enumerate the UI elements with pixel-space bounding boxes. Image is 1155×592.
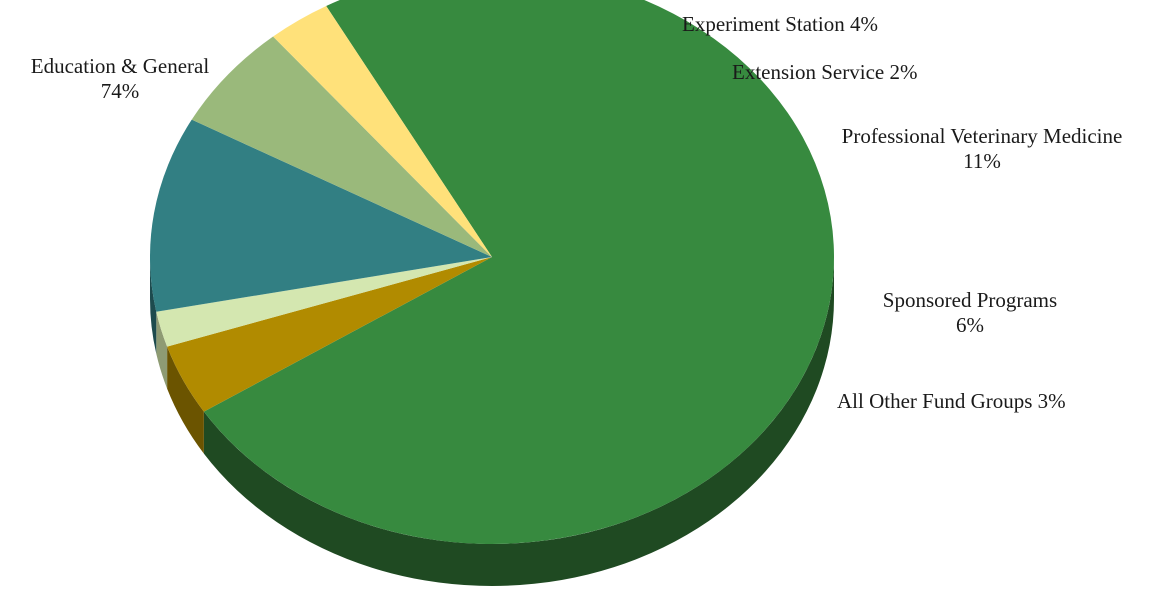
pie-labels: Education & General 74% Experiment Station… xyxy=(31,12,1123,413)
slice-label-line: 11% xyxy=(963,149,1001,173)
slice-label-line: 6% xyxy=(956,313,984,337)
pie-slice xyxy=(273,5,492,257)
pie-slice xyxy=(156,257,492,347)
pie-slice-side xyxy=(150,257,157,354)
slice-label: Sponsored Programs 6% xyxy=(883,288,1057,337)
slice-label-line: Sponsored Programs xyxy=(883,288,1057,312)
slice-label-line: Extension Service 2% xyxy=(732,60,917,84)
pie-slice xyxy=(191,36,492,258)
slice-label: All Other Fund Groups 3% xyxy=(837,389,1066,413)
slice-label: Experiment Station 4% xyxy=(682,12,878,36)
pie-depth-layer xyxy=(150,257,834,586)
pie-slice-side xyxy=(167,346,204,454)
pie-slice xyxy=(203,0,834,544)
slice-label-line: Education & General xyxy=(31,54,210,78)
pie-slice-side xyxy=(203,257,834,586)
slice-label-line: Experiment Station 4% xyxy=(682,12,878,36)
slice-label: Education & General 74% xyxy=(31,54,210,103)
slice-label-line: 74% xyxy=(101,79,140,103)
pie-slice xyxy=(150,119,492,312)
pie-top-layer xyxy=(150,0,834,544)
pie-slice-side xyxy=(156,311,168,389)
slice-label: Extension Service 2% xyxy=(732,60,917,84)
pie-slice xyxy=(167,257,492,412)
slice-label-line: All Other Fund Groups 3% xyxy=(837,389,1066,413)
slice-label: Professional Veterinary Medicine 11% xyxy=(842,124,1123,173)
slice-label-line: Professional Veterinary Medicine xyxy=(842,124,1123,148)
